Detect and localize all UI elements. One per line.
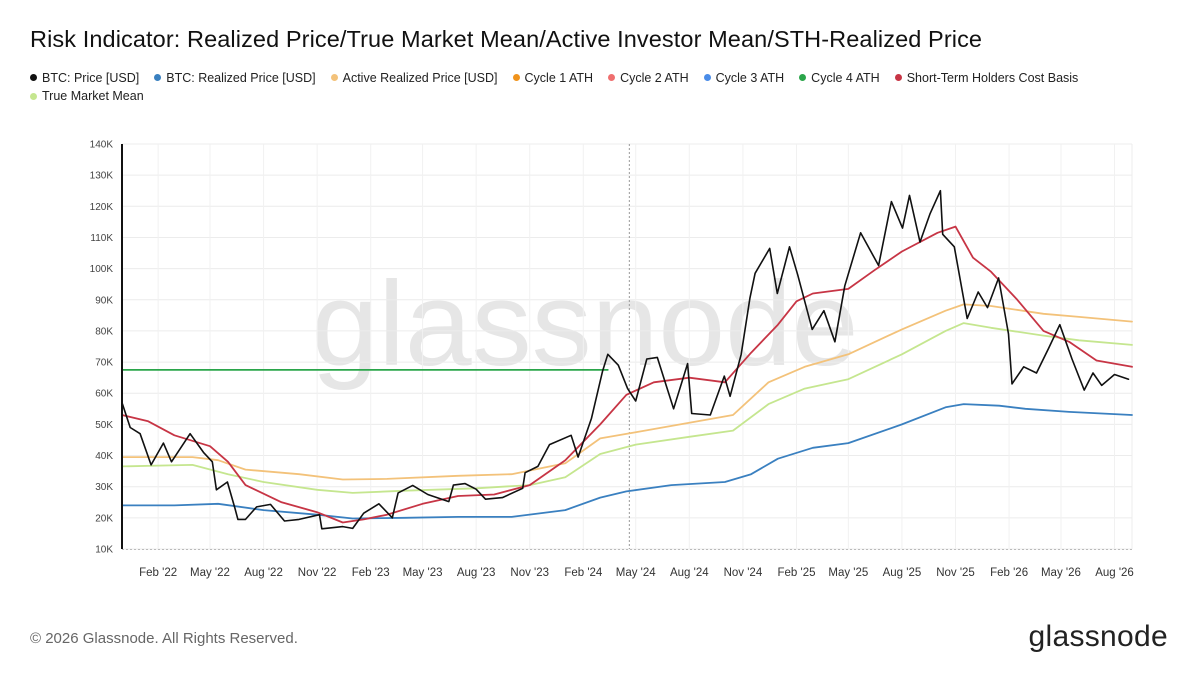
legend-item-short-term-holders-cost-basis[interactable]: Short-Term Holders Cost Basis [894,69,1079,87]
x-tick-label: May '24 [616,567,657,579]
x-tick-label: May '22 [190,567,230,579]
legend-dot [30,92,37,100]
legend-label: Active Realized Price [USD] [342,70,498,85]
legend-item-btc-price-usd[interactable]: BTC: Price [USD] [30,69,139,87]
x-tick-label: Aug '26 [1095,567,1134,579]
legend-dot [154,74,162,81]
y-tick-label: 10K [95,545,113,556]
x-tick-label: Nov '24 [724,567,763,579]
legend-label: BTC: Realized Price [USD] [166,70,316,85]
y-tick-label: 110K [90,233,113,244]
x-tick-label: Aug '23 [457,567,496,579]
legend: BTC: Price [USD] BTC: Realized Price [USD… [30,68,1150,105]
series-line-short-term-holders-cost-basis [121,225,1133,524]
legend-dot [330,74,338,81]
y-tick-label: 20K [95,513,113,524]
legend-dot [608,74,616,81]
series-line-btc-realized-price-usd [121,403,1133,520]
watermark: glassnode [311,257,858,391]
legend-item-active-realized-price-usd[interactable]: Active Realized Price [USD] [330,69,498,87]
y-tick-label: 40K [95,451,113,462]
legend-item-btc-realized-price-usd[interactable]: BTC: Realized Price [USD] [154,69,316,87]
legend-label: Cycle 3 ATH [715,70,785,85]
legend-item-cycle-1-ath[interactable]: Cycle 1 ATH [512,69,594,87]
legend-item-cycle-3-ath[interactable]: Cycle 3 ATH [703,69,785,87]
x-tick-label: Nov '23 [510,567,549,579]
x-tick-label: Aug '22 [244,567,283,579]
x-tick-label: May '23 [403,567,443,579]
x-tick-label: Aug '25 [883,567,922,579]
y-tick-label: 140K [90,140,114,151]
x-tick-label: Nov '22 [298,567,337,579]
x-tick-label: Feb '25 [777,567,815,579]
x-tick-label: Feb '24 [564,567,603,579]
legend-label: Cycle 4 ATH [811,70,880,85]
y-tick-label: 120K [90,202,114,213]
y-tick-label: 50K [95,420,113,431]
legend-label: BTC: Price [USD] [42,70,140,85]
legend-dot [30,74,37,81]
legend-item-cycle-2-ath[interactable]: Cycle 2 ATH [608,69,689,87]
copyright-footer: © 2026 Glassnode. All Rights Reserved. [30,630,298,647]
x-tick-label: Aug '24 [670,567,709,579]
legend-label: Cycle 2 ATH [620,70,689,85]
x-tick-label: May '25 [828,567,868,579]
y-tick-label: 90K [95,295,113,306]
series-line-true-market-mean [121,322,1133,494]
y-tick-label: 130K [90,171,114,182]
x-tick-label: Nov '25 [936,567,975,579]
legend-item-cycle-4-ath[interactable]: Cycle 4 ATH [799,69,880,87]
y-tick-label: 60K [95,389,113,400]
series-line-btc-price-usd [121,189,1130,530]
legend-dot [512,74,520,81]
y-tick-label: 30K [95,482,113,493]
x-tick-label: May '26 [1041,567,1081,579]
y-tick-label: 80K [95,326,113,337]
legend-label: Short-Term Holders Cost Basis [906,70,1079,85]
x-tick-label: Feb '26 [990,567,1028,579]
legend-dot [703,74,711,81]
legend-dot [894,74,902,81]
y-tick-label: 70K [95,358,113,369]
legend-dot [799,74,807,81]
legend-label: Cycle 1 ATH [524,70,594,85]
legend-item-true-market-mean[interactable]: True Market Mean [30,87,144,105]
legend-label: True Market Mean [42,89,144,103]
x-tick-label: Feb '23 [352,567,390,579]
y-tick-label: 100K [90,264,114,275]
x-tick-label: Feb '22 [139,567,177,579]
glassnode-logo: glassnode [1028,620,1168,653]
chart-title: Risk Indicator: Realized Price/True Mark… [30,26,983,52]
series-line-active-realized-price-usd [121,303,1133,481]
